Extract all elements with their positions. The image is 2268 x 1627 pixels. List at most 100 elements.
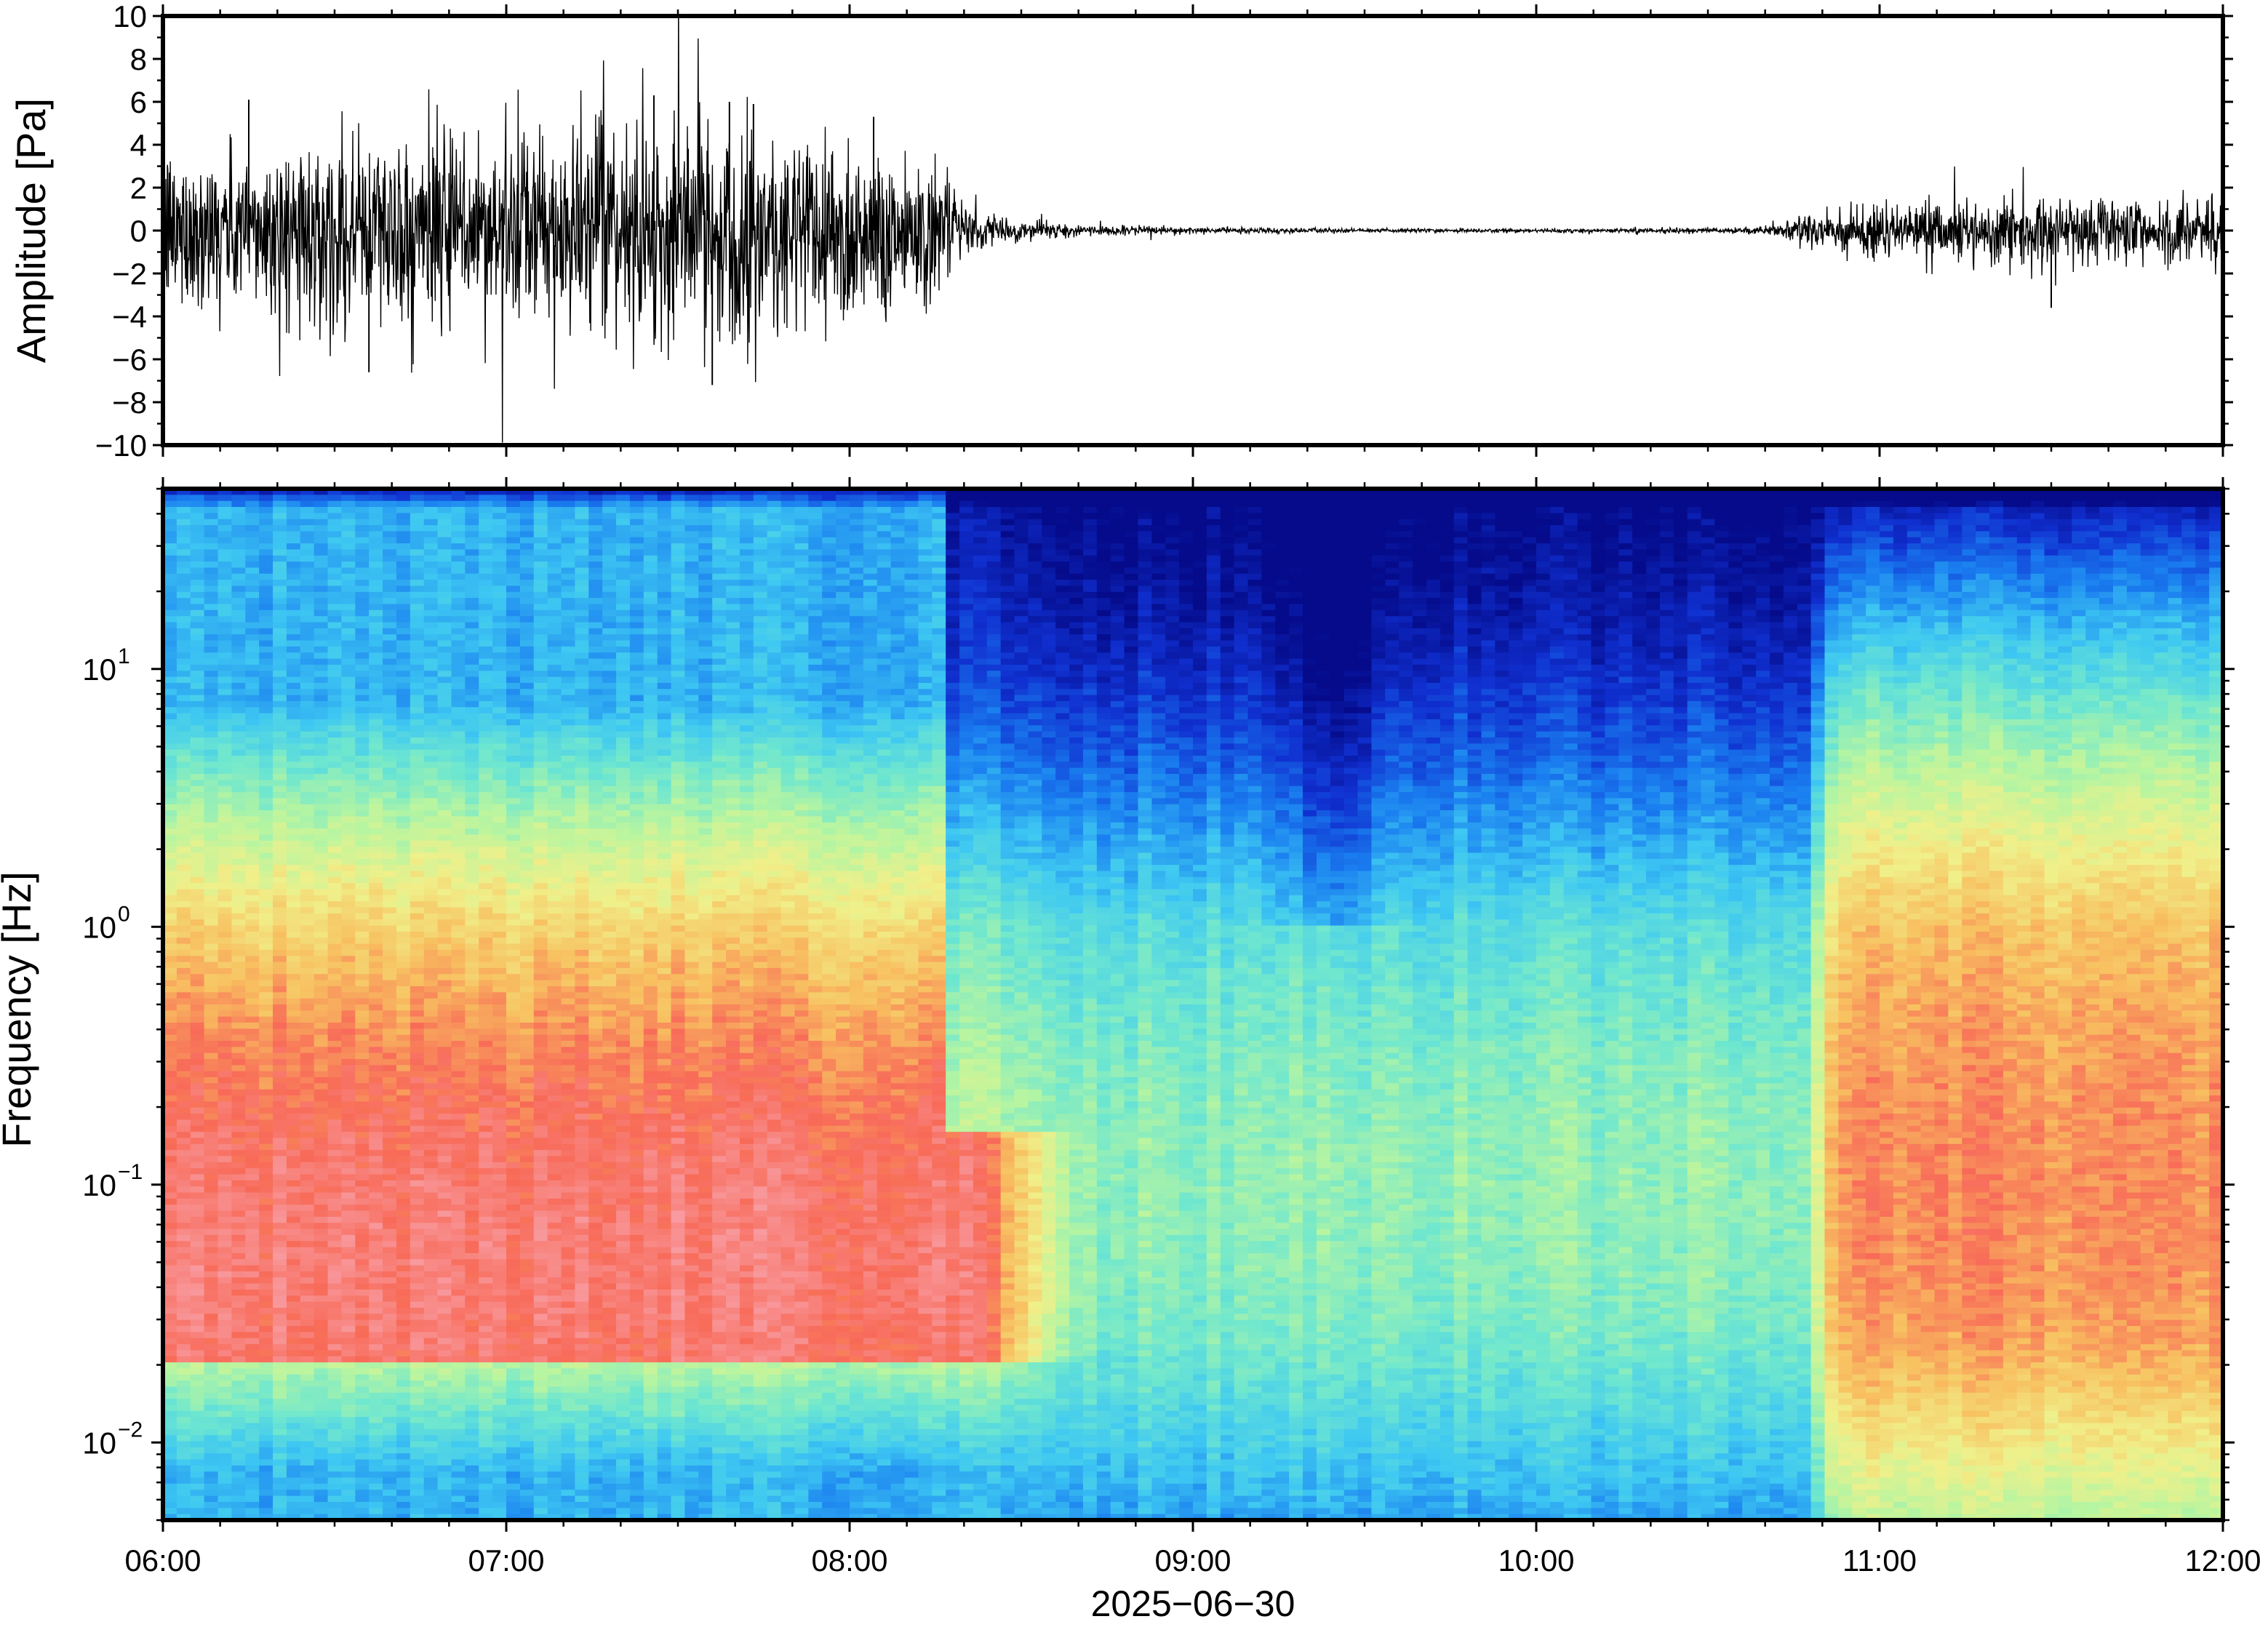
spectrogram-cell (218, 1350, 233, 1356)
spectrogram-cell (479, 1144, 493, 1151)
spectrogram-cell (383, 1271, 397, 1278)
spectrogram-cell (191, 707, 205, 713)
spectrogram-cell (259, 1386, 273, 1393)
spectrogram-cell (506, 1380, 521, 1387)
spectrogram-cell (396, 1375, 411, 1381)
spectrogram-cell (204, 901, 219, 908)
spectrogram-cell (410, 852, 425, 859)
spectrogram-cell (314, 1302, 329, 1308)
spectrogram-cell (341, 919, 356, 926)
spectrogram-cell (204, 823, 219, 829)
spectrogram-cell (300, 671, 315, 677)
spectrogram-cell (245, 671, 260, 677)
spectrogram-cell (465, 768, 479, 775)
spectrogram-cell (465, 1435, 479, 1442)
spectrogram-cell (218, 1193, 233, 1199)
spectrogram-cell (273, 938, 287, 944)
spectrogram-cell (410, 677, 425, 684)
spectrogram-cell (534, 585, 548, 592)
spectrogram-cell (492, 1077, 507, 1084)
spectrogram-cell (231, 1253, 246, 1260)
spectrogram-cell (328, 1314, 343, 1320)
spectrogram-cell (231, 732, 246, 738)
spectrogram-cell (273, 1399, 287, 1405)
spectrogram-cell (369, 1119, 383, 1126)
spectrogram-cell (355, 519, 370, 526)
spectrogram-cell (287, 592, 301, 599)
spectrogram-cell (534, 1290, 548, 1296)
spectrogram-cell (273, 980, 287, 987)
spectrogram-cell (177, 1090, 191, 1096)
spectrogram-cell (259, 950, 273, 956)
spectrogram-cell (328, 1223, 343, 1229)
spectrogram-cell (451, 1386, 466, 1393)
spectrogram-cell (191, 1162, 205, 1169)
spectrogram-cell (479, 647, 493, 653)
spectrogram-cell (259, 683, 273, 689)
spectrogram-cell (451, 1150, 466, 1156)
spectrogram-cell (287, 1223, 301, 1229)
spectrogram-cell (341, 1204, 356, 1211)
spectrogram-cell (465, 823, 479, 829)
spectrogram-cell (424, 962, 439, 969)
spectrogram-cell (300, 1399, 315, 1405)
spectrogram-cell (287, 737, 301, 744)
spectrogram-cell (520, 732, 535, 738)
spectrogram-cell (177, 543, 191, 550)
spectrogram-cell (534, 1023, 548, 1029)
spectrogram-cell (396, 1442, 411, 1448)
spectrogram-cell (369, 1156, 383, 1163)
spectrogram-cell (177, 1429, 191, 1436)
spectrogram-cell (328, 1186, 343, 1193)
spectrogram-cell (479, 1447, 493, 1454)
spectrogram-cell (245, 890, 260, 896)
spectrogram-cell (314, 926, 329, 932)
spectrogram-cell (492, 713, 507, 720)
spectrogram-cell (191, 1411, 205, 1418)
spectrogram-cell (424, 1193, 439, 1199)
spectrogram-cell (204, 1380, 219, 1387)
spectrogram-cell (548, 761, 562, 768)
spectrogram-cell (369, 665, 383, 671)
spectrogram-cell (245, 1484, 260, 1490)
spectrogram-cell (396, 938, 411, 944)
spectrogram-cell (204, 1375, 219, 1381)
spectrogram-cell (383, 1302, 397, 1308)
spectrogram-cell (218, 1362, 233, 1369)
spectrogram-cell (369, 768, 383, 775)
spectrogram-cell (259, 919, 273, 926)
spectrogram-cell (438, 992, 452, 999)
spectrogram-cell (341, 1295, 356, 1302)
spectrogram-cell (383, 647, 397, 653)
spectrogram-cell (520, 1435, 535, 1442)
spectrogram-cell (191, 810, 205, 817)
spectrogram-cell (479, 1356, 493, 1363)
spectrogram-cell (300, 1435, 315, 1442)
spectrogram-cell (328, 1162, 343, 1169)
spectrogram-cell (177, 495, 191, 501)
spectrogram-cell (479, 1229, 493, 1236)
spectrogram-cell (492, 877, 507, 884)
spectrogram-cell (451, 1471, 466, 1478)
spectrogram-cell (259, 956, 273, 962)
spectrogram-cell (438, 834, 452, 841)
spectrogram-cell (245, 1059, 260, 1066)
spectrogram-cell (218, 1508, 233, 1514)
spectrogram-cell (191, 1204, 205, 1211)
spectrogram-cell (465, 543, 479, 550)
spectrogram-cell (177, 598, 191, 604)
spectrogram-cell (506, 1010, 521, 1017)
spectrogram-cell (479, 1095, 493, 1102)
spectrogram-cell (231, 677, 246, 684)
spectrogram-cell (410, 956, 425, 962)
spectrogram-cell (438, 1247, 452, 1254)
spectrogram-cell (479, 1380, 493, 1387)
spectrogram-cell (231, 828, 246, 835)
spectrogram-cell (548, 914, 562, 920)
spectrogram-cell (451, 1083, 466, 1090)
spectrogram-cell (191, 816, 205, 823)
spectrogram-cell (438, 968, 452, 975)
spectrogram-cell (287, 974, 301, 980)
spectrogram-cell (479, 944, 493, 951)
spectrogram-cell (520, 895, 535, 902)
